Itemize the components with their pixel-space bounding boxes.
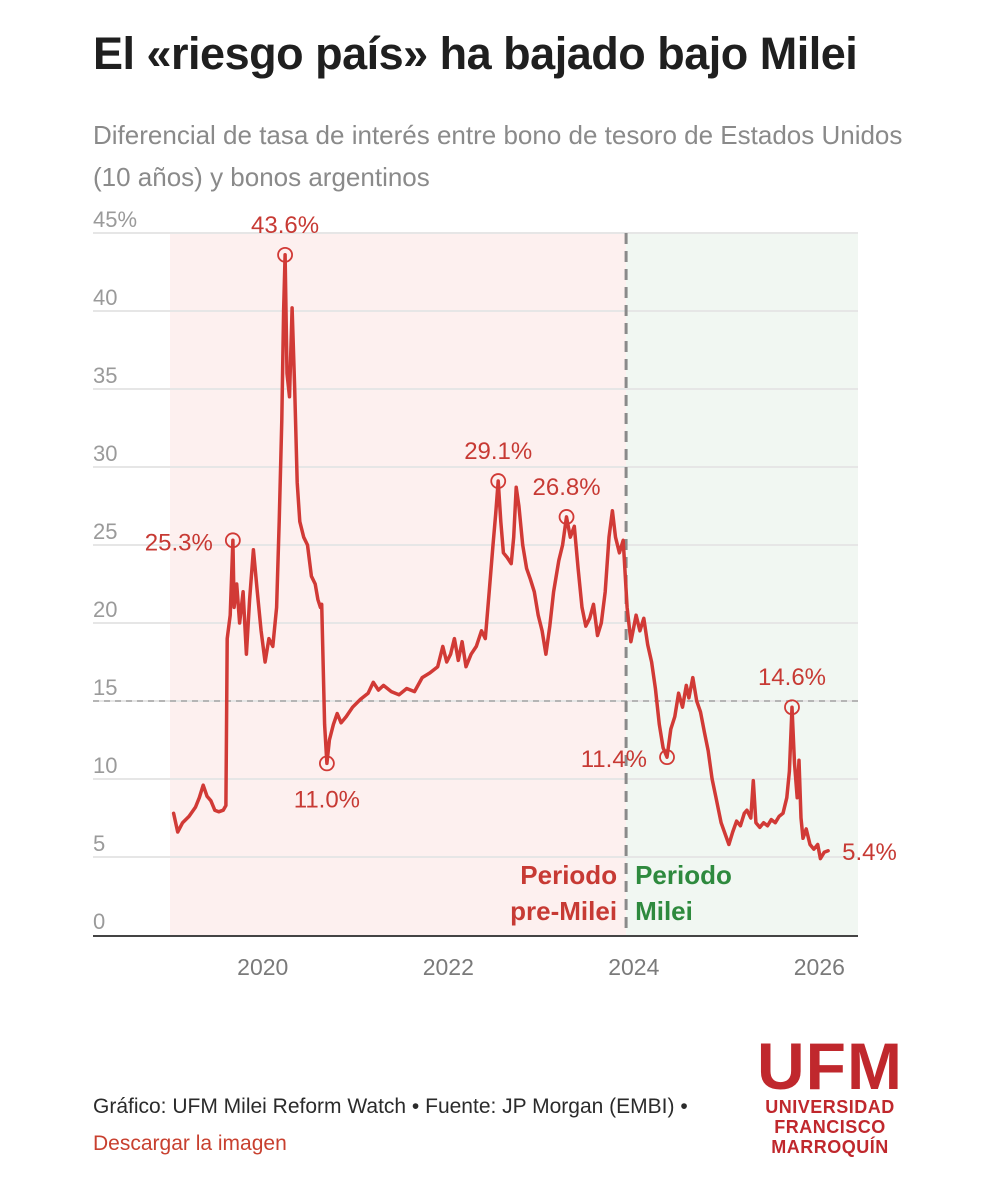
y-tick-label: 5: [93, 831, 105, 856]
pre-milei-label-line1: Periodo: [520, 860, 617, 890]
chart-subtitle: Diferencial de tasa de interés entre bon…: [93, 120, 903, 192]
milei-background: [626, 233, 858, 935]
annotation-label: 26.8%: [533, 474, 601, 501]
logo-line-2: FRANCISCO: [774, 1117, 886, 1137]
annotation-label: 5.4%: [842, 839, 897, 866]
annotation-marker: [277, 246, 293, 263]
risk-series-line: [171, 253, 830, 861]
pre-milei-label-line2: pre-Milei: [510, 896, 617, 926]
risk-chart: 0 5 10 15 20 25 30 35 40 45% 2020 2022 2024 2026 25.3%…: [93, 207, 897, 980]
download-image-link[interactable]: Descargar la imagen: [93, 1132, 287, 1155]
y-tick-label: 35: [93, 363, 117, 388]
annotation-marker: [318, 755, 335, 772]
y-tick-label: 30: [93, 441, 117, 466]
annotation-marker: [659, 749, 675, 766]
annotation-label: 11.0%: [294, 786, 360, 813]
annotation-marker: [224, 532, 241, 549]
milei-label-line2: Milei: [635, 896, 693, 926]
chart-footer: Gráfico: UFM Milei Reform Watch • Fuente…: [93, 1088, 713, 1162]
ufm-logo: UFM UNIVERSIDAD FRANCISCO MARROQUÍN: [730, 1029, 930, 1157]
x-tick-label: 2026: [794, 954, 845, 980]
y-tick-label: 45%: [93, 207, 137, 232]
y-tick-label: 15: [93, 675, 117, 700]
chart-title: El «riesgo país» ha bajado bajo Milei: [93, 28, 858, 79]
logo-ufm-text: UFM: [757, 1029, 903, 1103]
x-tick-label: 2024: [608, 954, 659, 980]
annotation-marker: [784, 699, 800, 716]
milei-label-line1: Periodo: [635, 860, 732, 890]
annotation-marker: [490, 473, 507, 489]
y-tick-label: 25: [93, 519, 117, 544]
logo-line-3: MARROQUÍN: [771, 1137, 889, 1157]
logo-line-1: UNIVERSIDAD: [765, 1097, 895, 1117]
annotation-label: 25.3%: [145, 529, 213, 556]
annotation-label: 43.6%: [251, 212, 319, 239]
y-tick-label: 40: [93, 285, 117, 310]
annotation-label: 29.1%: [464, 438, 532, 465]
annotation-label: 14.6%: [758, 664, 826, 691]
pre-milei-background: [170, 233, 627, 935]
y-tick-label: 20: [93, 597, 117, 622]
x-tick-label: 2022: [423, 954, 474, 980]
y-tick-label: 0: [93, 909, 105, 934]
annotation-label: 11.4%: [581, 746, 647, 773]
y-tick-label: 10: [93, 753, 117, 778]
annotation-marker: [558, 509, 575, 525]
source-text: Gráfico: UFM Milei Reform Watch • Fuente…: [93, 1095, 688, 1118]
x-tick-label: 2020: [237, 954, 288, 980]
